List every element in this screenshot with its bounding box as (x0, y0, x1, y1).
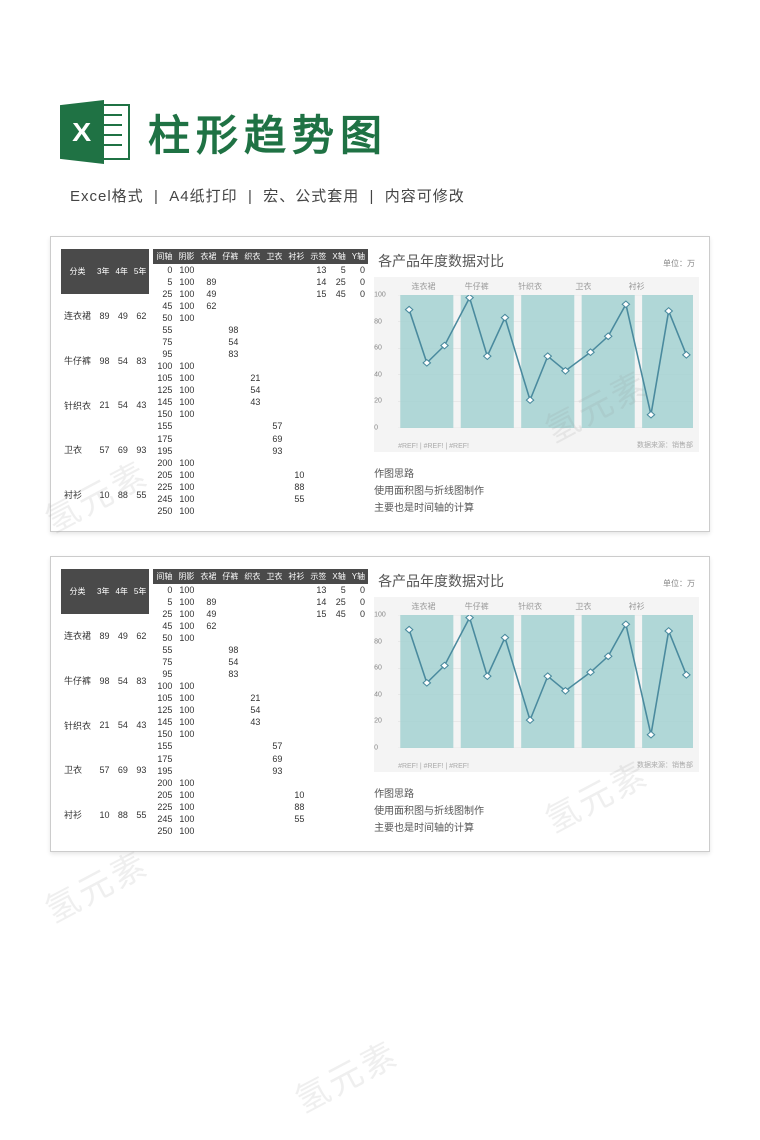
watermark: 氢元素 (285, 1027, 406, 1122)
chart-block: 各产品年度数据对比 单位：万 020406080100连衣裙牛仔裤针织衣卫衣衬衫#R… (374, 569, 699, 837)
category-label: 针织衣 (508, 601, 552, 612)
category-label: 牛仔裤 (455, 281, 499, 292)
chart-notes: 作图思路使用面积图与折线图制作主要也是时间轴的计算 (374, 466, 699, 517)
chart-title: 各产品年度数据对比 (378, 571, 504, 591)
category-label: 牛仔裤 (455, 601, 499, 612)
chart-area: 020406080100连衣裙牛仔裤针织衣卫衣衬衫#REF! | #REF! |… (374, 597, 699, 772)
summary-table: 分类3年4年5年连衣裙894962牛仔裤985483针织衣215443卫衣576… (61, 249, 149, 517)
excel-icon: X (60, 100, 130, 165)
chart-title: 各产品年度数据对比 (378, 251, 504, 271)
category-label: 衬衫 (615, 281, 659, 292)
chart-unit: 单位：万 (663, 258, 695, 269)
category-label: 卫衣 (561, 281, 605, 292)
axis-data-table: 间轴阴影衣裙仔裤织衣卫衣衬衫示签X轴Y轴01001350510089142502… (153, 249, 368, 517)
chart-source: 数据来源：销售部 (637, 440, 693, 450)
page-title: 柱形趋势图 (148, 102, 388, 163)
header: X 柱形趋势图 (0, 0, 760, 185)
chart-notes: 作图思路使用面积图与折线图制作主要也是时间轴的计算 (374, 786, 699, 837)
preview-panel-2: 分类3年4年5年连衣裙894962牛仔裤985483针织衣215443卫衣576… (50, 556, 710, 852)
category-label: 连衣裙 (401, 601, 445, 612)
xref-label: #REF! | #REF! | #REF! (398, 443, 469, 450)
chart-unit: 单位：万 (663, 578, 695, 589)
chart-source: 数据来源：销售部 (637, 760, 693, 770)
axis-data-table: 间轴阴影衣裙仔裤织衣卫衣衬衫示签X轴Y轴01001350510089142502… (153, 569, 368, 837)
category-label: 衬衫 (615, 601, 659, 612)
subtitle: Excel格式 | A4纸打印 | 宏、公式套用 | 内容可修改 (0, 185, 760, 236)
category-label: 卫衣 (561, 601, 605, 612)
summary-table: 分类3年4年5年连衣裙894962牛仔裤985483针织衣215443卫衣576… (61, 569, 149, 837)
excel-icon-letter: X (72, 117, 91, 148)
xref-label: #REF! | #REF! | #REF! (398, 763, 469, 770)
preview-panel-1: 分类3年4年5年连衣裙894962牛仔裤985483针织衣215443卫衣576… (50, 236, 710, 532)
chart-area: 020406080100连衣裙牛仔裤针织衣卫衣衬衫#REF! | #REF! |… (374, 277, 699, 452)
chart-block: 各产品年度数据对比 单位：万 020406080100连衣裙牛仔裤针织衣卫衣衬衫#R… (374, 249, 699, 517)
category-label: 针织衣 (508, 281, 552, 292)
category-label: 连衣裙 (401, 281, 445, 292)
